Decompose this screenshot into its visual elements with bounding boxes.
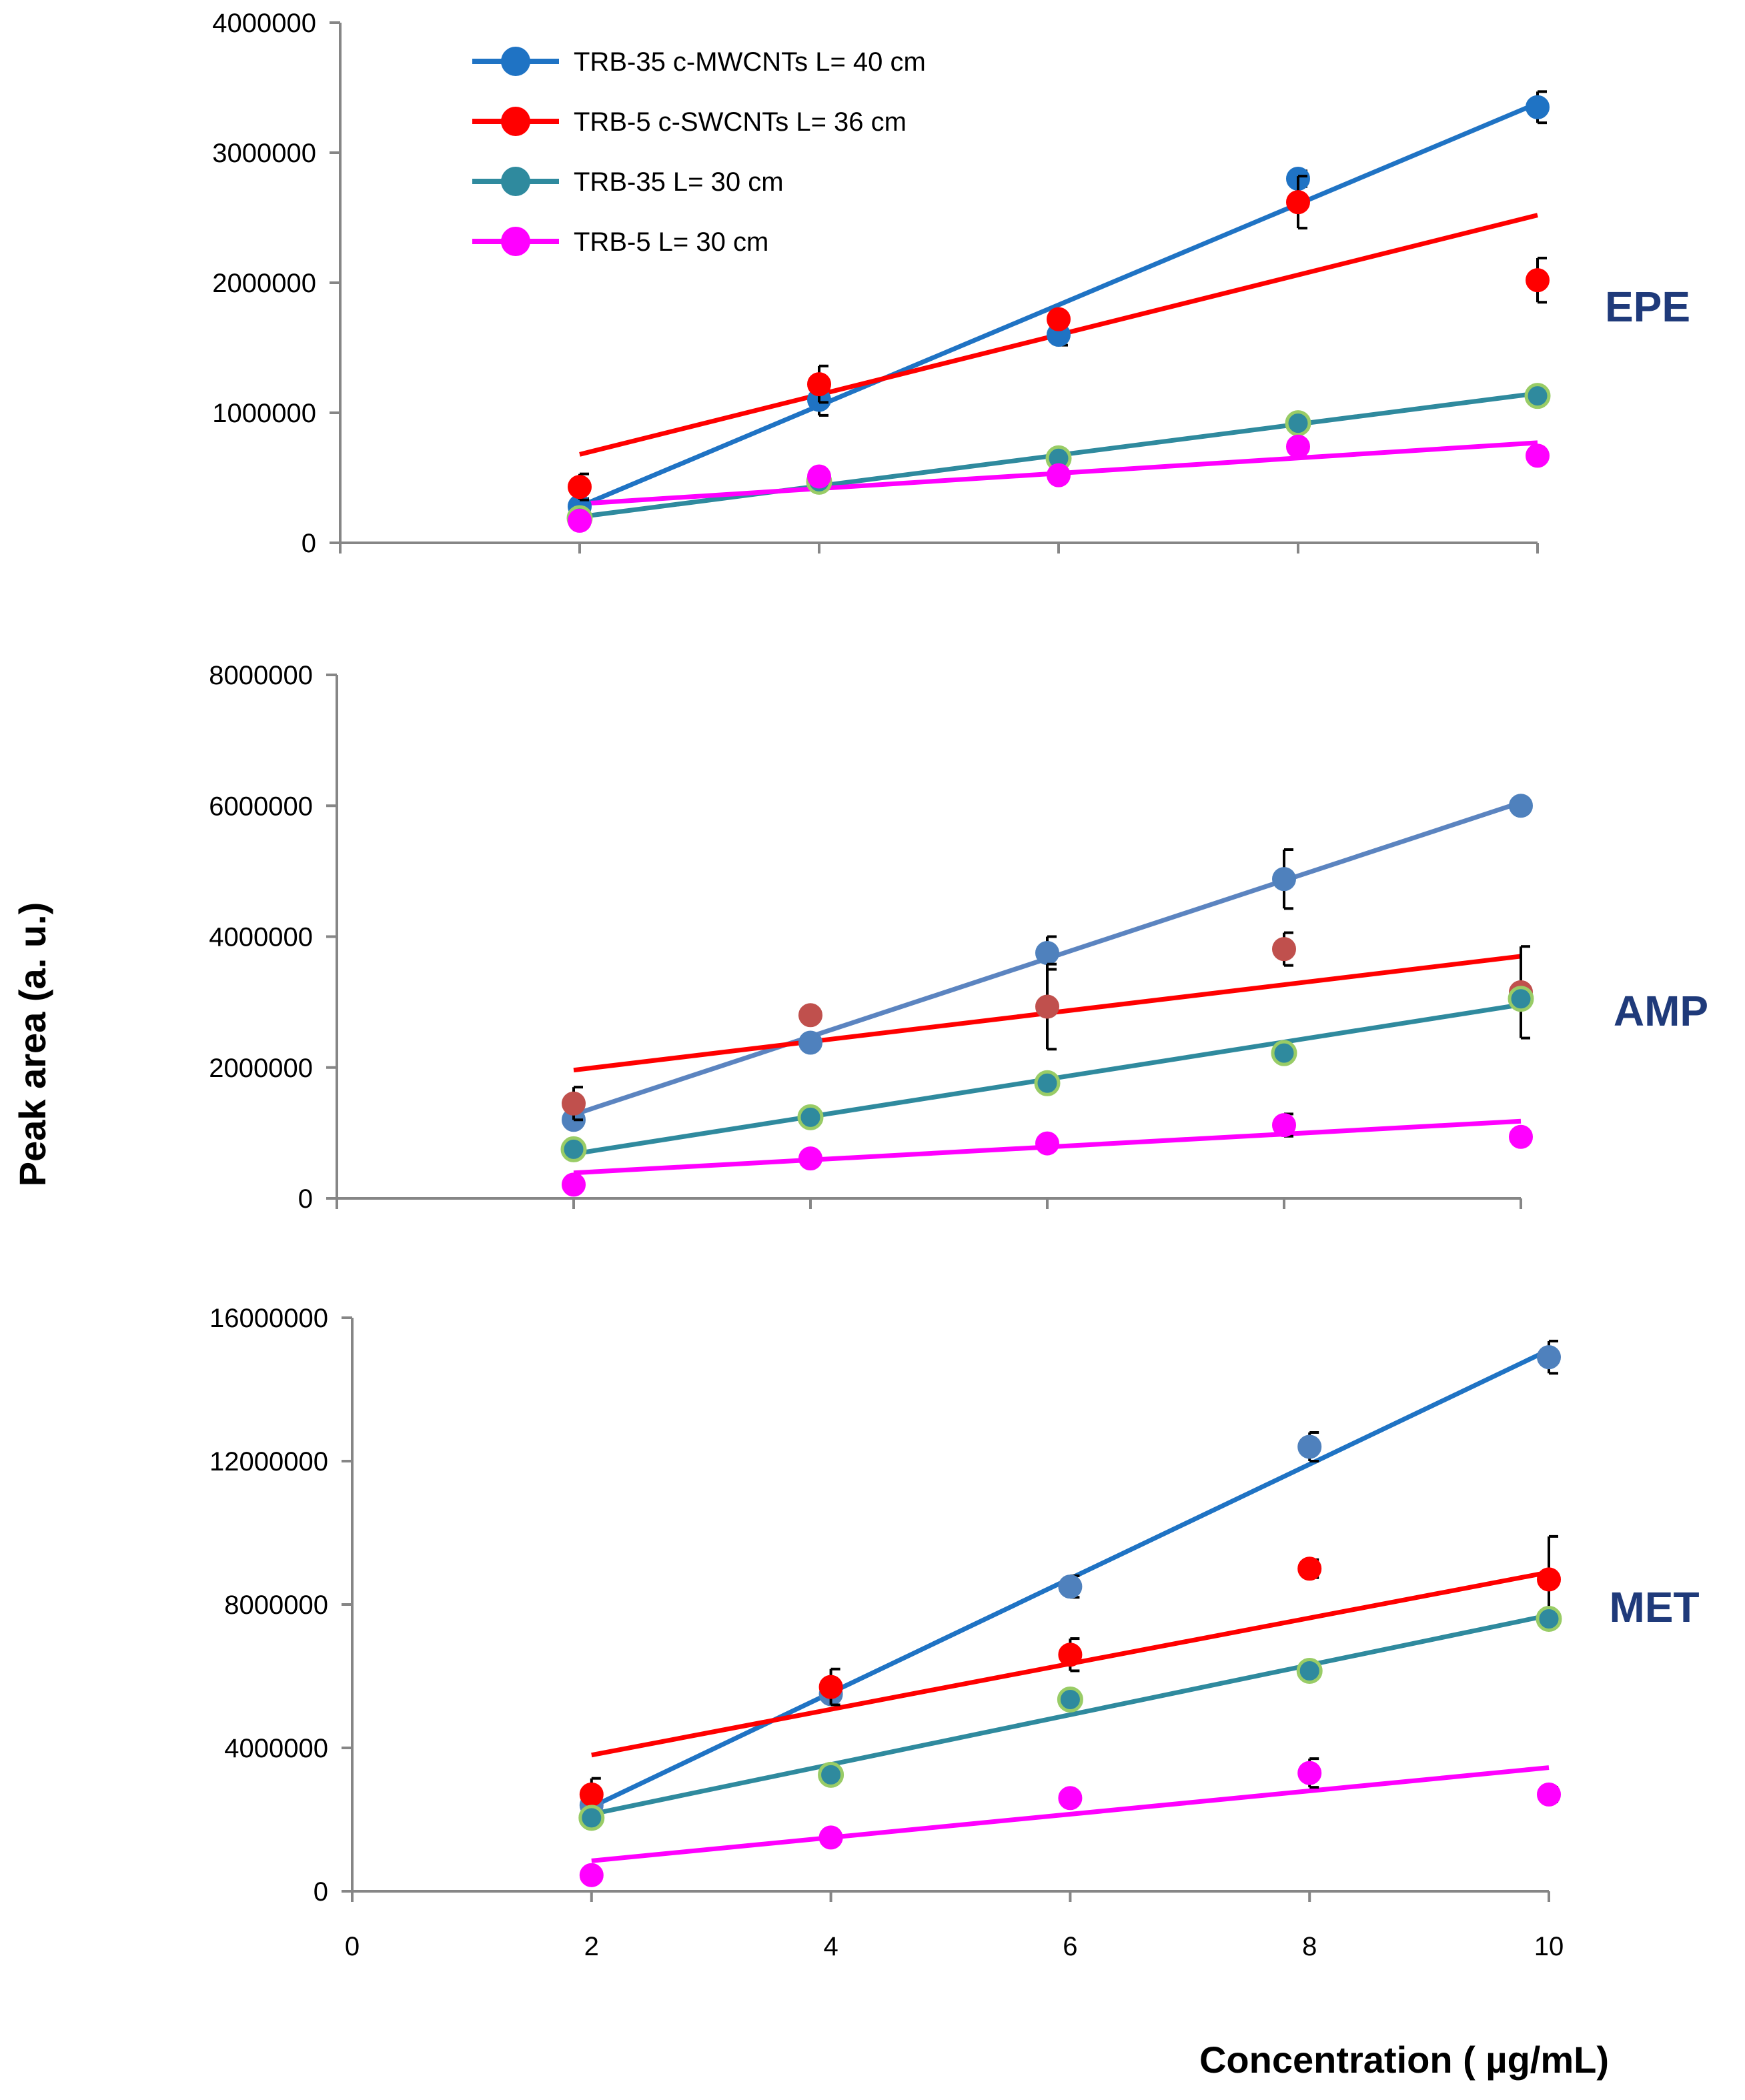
data-point-trb-5-c-swcnts-l-36-cm [807,372,831,397]
data-point-trb-5-l-30-cm [1272,1113,1296,1138]
data-point-trb-5-c-swcnts-l-36-cm [1047,307,1071,331]
y-axis-title: Peak area (a. u.) [11,902,53,1186]
y-tick-label: 6000000 [209,792,313,821]
y-tick-label: 2000000 [212,269,316,298]
data-point-trb-5-c-swcnts-l-36-cm [1286,190,1310,215]
x-tick-label: 2 [584,1932,599,1961]
x-tick-label: 8 [1302,1932,1317,1961]
x-tick-label: 6 [1063,1932,1077,1961]
data-point-trb-5-c-swcnts-l-36-cm [1035,994,1059,1019]
data-point-trb-35-l-30-cm [818,1761,844,1788]
legend-marker-trb-35-c-mwcnts-l-40-cm [501,47,530,76]
chart-legend: TRB-35 c-MWCNTs L= 40 cm TRB-5 c-SWCNTs L… [472,47,926,257]
legend-marker-trb-5-l-30-cm [501,227,530,256]
data-point-trb-5-l-30-cm [1509,1124,1533,1149]
data-point-trb-35-l-30-cm [797,1104,824,1130]
x-axis-title: Concentration ( µg/mL) [1199,2039,1609,2081]
data-point-trb-35-l-30-cm [1524,383,1551,409]
data-point-trb-5-l-30-cm [579,1863,604,1887]
data-point-trb-35-c-mwcnts-l-40-cm [1526,95,1550,119]
chart-panel-epe: 0 1000000 2000000 3000000 4000000 EPE [212,9,1690,558]
data-point-trb-5-l-30-cm [818,1825,843,1850]
y-tick-label: 1000000 [212,399,316,428]
data-point-trb-5-l-30-cm [798,1146,822,1171]
data-point-trb-5-c-swcnts-l-36-cm [1526,268,1550,293]
y-tick-label: 4000000 [209,923,313,952]
data-point-trb-35-c-mwcnts-l-40-cm [1058,1574,1083,1599]
data-point-trb-35-l-30-cm [1536,1606,1562,1632]
data-point-trb-35-c-mwcnts-l-40-cm [1297,1434,1322,1459]
trend-line-trb-35-l-30-cm [591,1613,1550,1817]
y-tick-label: 8000000 [224,1591,328,1620]
y-tick-label: 0 [298,1184,313,1214]
data-point-trb-5-c-swcnts-l-36-cm [1058,1643,1083,1667]
data-point-trb-5-c-swcnts-l-36-cm [1537,1567,1561,1592]
chart-panel-met: 0 4000000 8000000 12000000 16000000 0 2 4 6 8 10 ME… [209,1304,1700,1961]
data-point-trb-5-l-30-cm [1297,1761,1322,1785]
trend-line-trb-5-l-30-cm [591,1765,1550,1863]
panel-label-epe: EPE [1605,283,1690,331]
x-tick-label: 4 [823,1932,838,1961]
y-tick-label: 4000000 [212,9,316,38]
data-point-trb-5-l-30-cm [807,464,831,489]
y-tick-label: 0 [314,1877,328,1907]
legend-marker-trb-35-l-30-cm [501,167,530,196]
data-point-trb-5-c-swcnts-l-36-cm [1297,1556,1322,1581]
data-point-trb-35-c-mwcnts-l-40-cm [1272,867,1296,892]
data-point-trb-5-c-swcnts-l-36-cm [1272,937,1296,962]
data-point-trb-5-l-30-cm [568,508,592,533]
data-point-trb-5-c-swcnts-l-36-cm [798,1003,822,1028]
data-point-trb-35-l-30-cm [1034,1070,1061,1096]
panel-label-met: MET [1609,1583,1699,1631]
legend-label-trb-35-c-mwcnts-l-40-cm: TRB-35 c-MWCNTs L= 40 cm [574,47,926,77]
y-tick-label: 3000000 [212,139,316,168]
x-tick-label: 10 [1534,1932,1564,1961]
data-point-trb-35-c-mwcnts-l-40-cm [1035,941,1059,966]
panel-label-amp: AMP [1614,987,1708,1035]
data-point-trb-5-c-swcnts-l-36-cm [579,1782,604,1807]
data-point-trb-35-c-mwcnts-l-40-cm [1537,1345,1561,1370]
data-point-trb-35-l-30-cm [560,1136,587,1162]
y-tick-label: 8000000 [209,661,313,690]
data-point-trb-5-l-30-cm [1047,463,1071,487]
trend-line-trb-35-c-mwcnts-l-40-cm [578,101,1539,509]
data-point-trb-5-c-swcnts-l-36-cm [818,1675,843,1699]
chart-panel-amp: 0 2000000 4000000 6000000 8000000 AMP [209,661,1708,1214]
data-point-trb-5-l-30-cm [1286,434,1310,459]
data-point-trb-5-c-swcnts-l-36-cm [568,475,592,499]
data-point-trb-5-l-30-cm [1058,1786,1083,1811]
data-point-trb-35-l-30-cm [1285,410,1311,437]
legend-label-trb-35-l-30-cm: TRB-35 L= 30 cm [574,167,784,197]
data-point-trb-35-c-mwcnts-l-40-cm [798,1030,822,1055]
legend-marker-trb-5-c-swcnts-l-36-cm [501,107,530,136]
data-point-trb-35-l-30-cm [578,1805,605,1831]
data-point-trb-35-l-30-cm [1508,986,1534,1012]
data-point-trb-35-c-mwcnts-l-40-cm [1509,794,1533,818]
data-point-trb-35-l-30-cm [1057,1686,1083,1713]
y-tick-label: 2000000 [209,1054,313,1083]
data-point-trb-5-l-30-cm [562,1172,586,1197]
y-tick-label: 12000000 [209,1447,328,1476]
legend-label-trb-5-l-30-cm: TRB-5 L= 30 cm [574,227,768,257]
y-tick-label: 16000000 [209,1304,328,1333]
y-tick-label: 0 [302,529,316,558]
data-point-trb-35-l-30-cm [1296,1657,1323,1684]
y-tick-label: 4000000 [224,1734,328,1763]
data-point-trb-5-l-30-cm [1035,1131,1059,1156]
data-point-trb-35-l-30-cm [1271,1040,1297,1066]
x-tick-label: 0 [345,1932,360,1961]
data-point-trb-5-l-30-cm [1526,443,1550,468]
data-point-trb-5-l-30-cm [1537,1782,1561,1807]
legend-label-trb-5-c-swcnts-l-36-cm: TRB-5 c-SWCNTs L= 36 cm [574,107,907,137]
data-point-trb-5-c-swcnts-l-36-cm [562,1091,586,1116]
